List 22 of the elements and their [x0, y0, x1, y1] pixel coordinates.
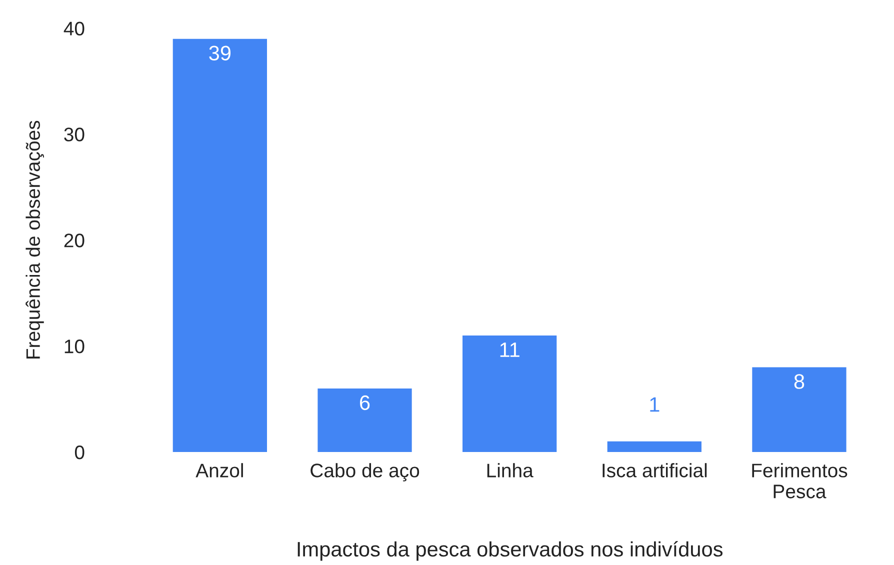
x-tick-label: Ferimentos Pesca [752, 463, 848, 498]
y-tick-label: 0 [74, 445, 84, 460]
data-label: 1 [650, 397, 660, 412]
y-tick-label: 30 [64, 128, 84, 142]
data-label: 39 [209, 46, 231, 61]
bar [607, 441, 702, 452]
bar [462, 335, 557, 452]
x-tick-label: Linha [487, 463, 534, 478]
x-tick-label: Isca artificial [602, 463, 707, 478]
data-label: 6 [360, 395, 370, 410]
x-axis-title: Impactos da pesca observados nos indivíduos [298, 541, 723, 561]
data-label: 11 [500, 342, 520, 357]
y-tick-label: 20 [64, 234, 84, 248]
bar [172, 38, 267, 452]
bar [752, 367, 846, 452]
y-axis-title: Frequência de observações [26, 120, 44, 358]
y-tick-label: 10 [64, 340, 84, 354]
x-tick-label: Anzol [196, 463, 243, 478]
y-tick-label: 40 [64, 22, 84, 36]
bar [318, 388, 412, 452]
data-label: 8 [794, 374, 804, 389]
x-tick-label: Cabo de aço [310, 463, 420, 482]
